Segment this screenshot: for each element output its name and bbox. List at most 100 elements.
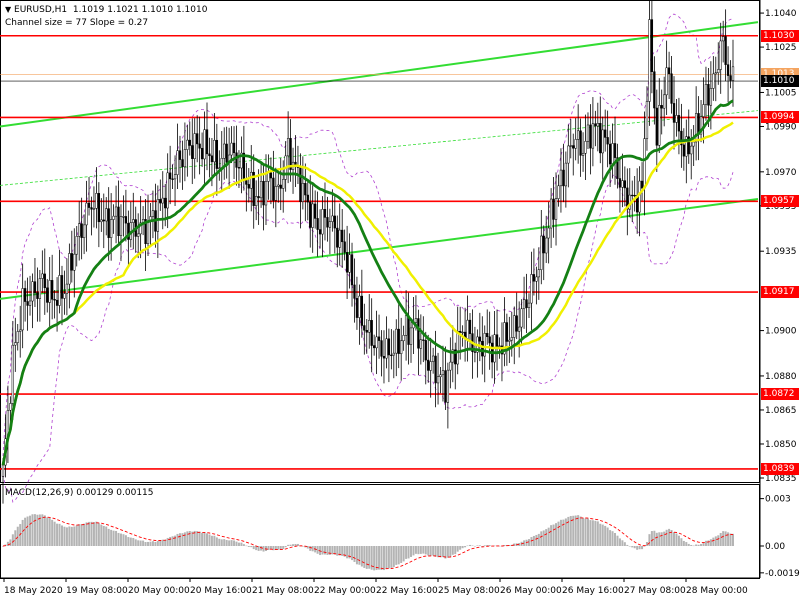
macd-bar [427,546,430,556]
candle-body [316,218,319,230]
candle-body [382,356,386,359]
candle-body [613,143,617,158]
macd-bar [714,536,717,546]
macd-bar [488,545,491,546]
candle-body [449,361,452,371]
candle-body [63,293,66,299]
candle-body [685,136,688,157]
candle-body [282,179,285,189]
macd-bar [139,540,142,546]
macd-bar [658,532,661,546]
macd-bar [594,520,597,546]
macd-bar [685,542,688,546]
macd-bar [368,546,371,569]
macd-bar [370,546,373,570]
candle-body [618,178,622,188]
macd-bar [621,540,624,546]
candle-body [525,299,528,308]
candle-body [168,172,172,180]
macd-bar [550,525,553,546]
candle-body [417,318,420,349]
candle-body [146,221,150,244]
candle-body [397,328,400,354]
macd-bar [68,526,71,546]
candle-body [451,349,454,363]
fast-ma-line [1,99,734,466]
candle-body [321,209,324,235]
macd-bar [668,528,671,546]
candle-body [589,124,592,149]
macd-bar [343,546,346,557]
macd-bar [36,514,39,546]
macd-bar [137,540,140,546]
candle-body [655,107,658,146]
macd-bar [208,534,211,546]
candle-body [660,105,663,109]
macd-bar [296,543,299,546]
candle-body [579,130,582,156]
candle-body [542,235,545,254]
candle-body [441,370,445,376]
macd-bar [70,526,73,546]
candle-body [181,159,184,168]
envelope-bands [2,13,734,503]
macd-bar [591,520,594,546]
candle-body [478,336,481,342]
candle-body [626,187,629,210]
macd-bar [92,522,95,546]
macd-bar [122,534,125,546]
macd-bar [682,540,685,546]
macd-bar [292,544,295,546]
macd-bar [513,543,516,546]
candle-body [355,298,359,318]
candle-body [144,219,147,244]
macd-bar [272,546,275,551]
macd-bar [188,531,191,546]
macd-bar [144,542,147,546]
level-tag-1.0957: 1.0957 [761,195,799,208]
macd-bar [655,532,658,546]
time-tick-label: 28 May 00:00 [686,586,748,596]
candle-body [171,178,174,180]
macd-bar [326,546,329,555]
price-tick-label: 1.0835 [765,474,797,484]
candle-body [714,72,717,75]
price-tick-label: 1.0865 [765,406,797,416]
macd-bar [493,545,496,547]
candle-body [196,133,199,145]
channel-middle-line [0,110,759,186]
candle-body [726,64,730,76]
macd-bar [704,540,707,546]
candle-body [102,219,105,222]
collapse-triangle-icon[interactable]: ▼ [5,5,12,14]
candle-body [9,403,12,411]
macd-bar [333,546,336,555]
macd-bar [181,533,184,546]
candle-body [55,299,59,306]
candle-body [505,322,509,342]
macd-bar [417,546,420,555]
time-tick-label: 19 May 08:00 [66,586,128,596]
macd-bar [695,544,698,546]
candle-body [36,292,39,299]
candle-body [311,203,314,228]
macd-bar [631,546,634,548]
macd-bar [729,533,732,546]
macd-bar [641,546,644,550]
candle-body [85,202,88,226]
candle-body [348,254,351,273]
macd-bar [223,539,226,546]
candle-body [468,319,472,334]
candle-body [687,136,690,155]
candle-body [218,167,221,169]
candle-body [350,254,354,286]
candle-body [616,157,619,179]
macd-bar [100,524,103,546]
macd-bar [697,544,700,546]
candle-body [341,229,344,243]
macd-bar [486,545,489,546]
candle-body [156,199,159,232]
candle-body [122,216,125,218]
candle-body [242,152,246,181]
